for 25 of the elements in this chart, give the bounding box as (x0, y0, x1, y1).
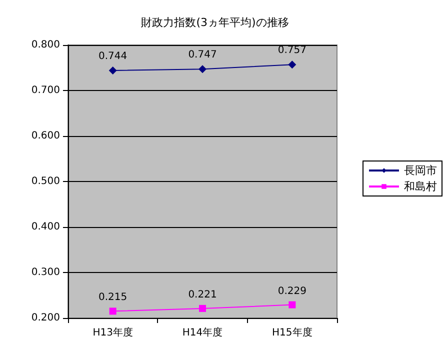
x-tick-label: H15年度 (272, 326, 312, 338)
text: 0.200 (31, 312, 60, 324)
text: 0.700 (31, 85, 60, 96)
x-tick-label: H13年度 (92, 326, 133, 338)
legend-label: 和島村 (404, 180, 437, 193)
text: 0.800 (31, 40, 60, 50)
legend-label: 長岡市 (404, 164, 437, 177)
data-label: 0.215 (98, 292, 128, 304)
point (109, 308, 116, 315)
point (288, 301, 296, 308)
data-label: 0.757 (278, 45, 306, 56)
text: 0.400 (31, 222, 60, 232)
data-label: 0.747 (188, 50, 217, 61)
point (198, 65, 206, 74)
text: 0.300 (31, 267, 60, 278)
point (288, 60, 296, 69)
text: 0.500 (31, 176, 60, 187)
data-label: 0.744 (98, 50, 128, 62)
x-tick-label: H14年度 (182, 326, 223, 338)
data-label: 0.229 (278, 286, 306, 297)
point (199, 304, 206, 312)
point (108, 66, 117, 74)
chart-title: 財政力指数(3ヵ年平均)の推移 (141, 16, 289, 29)
text: 0.600 (31, 130, 60, 142)
data-label: 0.221 (188, 289, 217, 300)
